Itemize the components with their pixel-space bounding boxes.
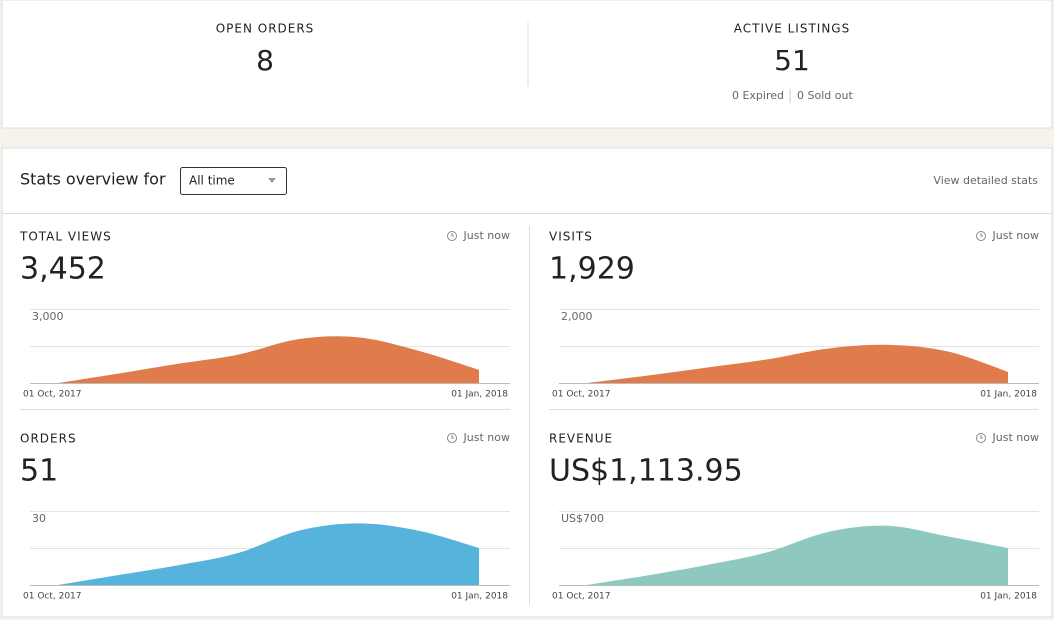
area (58, 336, 479, 383)
y-tick-label: US$700 (561, 512, 604, 525)
stat-total: 3,452 (20, 252, 106, 287)
x-tick-label: 01 Oct, 2017 (552, 592, 611, 602)
stat-title: REVENUE (549, 432, 613, 446)
clock-hand (980, 435, 983, 439)
clock-icon (447, 231, 457, 241)
x-tick-label: 01 Oct, 2017 (23, 592, 82, 602)
summary-value: 8 (256, 44, 274, 77)
x-tick-label: 01 Jan, 2018 (980, 390, 1037, 400)
y-tick-label: 30 (32, 512, 46, 525)
x-tick-label: 01 Oct, 2017 (23, 390, 82, 400)
summary-label: ACTIVE LISTINGS (734, 22, 850, 36)
area (587, 525, 1008, 585)
stat-total: 1,929 (549, 252, 635, 287)
select-arrow (268, 178, 276, 183)
stat-title: ORDERS (20, 432, 77, 446)
updated: Just now (463, 431, 510, 444)
clock-hand (980, 233, 983, 237)
area (58, 523, 479, 585)
x-tick-label: 01 Jan, 2018 (451, 592, 508, 602)
stat-total: US$1,113.95 (549, 454, 743, 489)
period-value: All time (189, 174, 235, 188)
x-tick-label: 01 Oct, 2017 (552, 390, 611, 400)
x-tick-label: 01 Jan, 2018 (451, 390, 508, 400)
updated: Just now (992, 431, 1039, 444)
detail: 0 Expired (732, 89, 784, 102)
area (587, 344, 1008, 383)
detail: 0 Sold out (797, 89, 853, 102)
y-tick-label: 3,000 (32, 310, 64, 323)
clock-icon (447, 433, 457, 443)
updated: Just now (463, 229, 510, 242)
stats-title: Stats overview for (20, 170, 166, 189)
updated: Just now (992, 229, 1039, 242)
summary-card (1, 0, 1053, 129)
y-tick-label: 2,000 (561, 310, 593, 323)
x-tick-label: 01 Jan, 2018 (980, 592, 1037, 602)
clock-icon (976, 433, 986, 443)
stat-title: VISITS (549, 230, 593, 244)
summary-label: OPEN ORDERS (216, 22, 315, 36)
clock-hand (451, 435, 454, 439)
clock-icon (976, 231, 986, 241)
detail-link[interactable]: View detailed stats (933, 174, 1038, 187)
stat-title: TOTAL VIEWS (19, 230, 112, 244)
summary-value: 51 (774, 44, 810, 77)
stat-total: 51 (20, 454, 58, 489)
period-select[interactable] (180, 167, 287, 195)
clock-hand (451, 233, 454, 237)
